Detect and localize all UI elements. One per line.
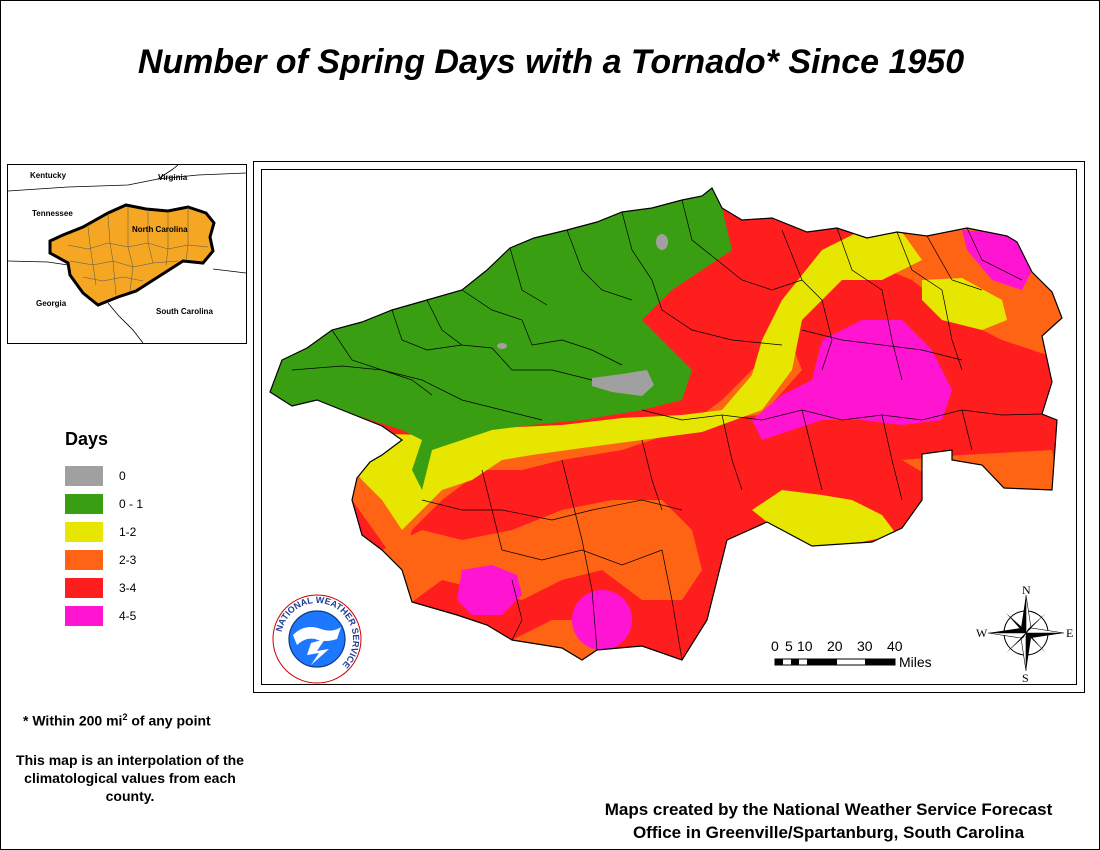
footnote-prefix: * Within 200 mi [23,712,123,729]
inset-state-border [107,302,144,343]
credit-line-1: Maps created by the National Weather Ser… [604,800,1053,819]
legend-item: 0 - 1 [65,492,143,516]
legend-label: 0 - 1 [119,497,144,511]
scale-unit: Miles [899,654,932,670]
band-1-2 [752,490,897,546]
legend-item: 0 [65,464,143,488]
tornado-days-map [269,187,1063,661]
legend-item: 3-4 [65,576,143,600]
credit-block: Maps created by the National Weather Ser… [561,798,1096,844]
legend-swatch [65,606,103,626]
compass-point [1006,613,1028,633]
scale-bar-graphic: 0 5 10 20 30 40 Miles [771,638,932,670]
band-1-2 [922,278,1007,330]
inset-label-north-carolina: North Carolina [132,225,188,234]
compass-n: N [1022,583,1031,597]
scale-segment [807,659,837,665]
compass-point [1006,633,1026,653]
inset-locator-map: Kentucky Virginia Tennessee North Caroli… [7,164,247,344]
scale-tick-5: 5 [785,638,793,654]
band-4-5 [457,565,522,615]
scale-bar: 0 5 10 20 30 40 Miles [771,637,951,680]
inset-state-border [8,172,246,192]
main-map-frame [253,161,1085,693]
compass-point [1026,633,1046,653]
inset-map-graphic [8,165,246,343]
scale-segment [791,659,799,665]
credit-line-2: Office in Greenville/Spartanburg, South … [632,823,1025,842]
legend-item: 4-5 [65,604,143,628]
scale-segment [865,659,895,665]
inset-label-virginia: Virginia [158,173,188,182]
compass-w: W [976,626,988,640]
interpolation-note: This map is an interpolation of the clim… [16,752,244,804]
nws-logo: NATIONAL WEATHER SERVICE [272,594,362,684]
main-map-canvas [261,169,1077,685]
inset-state-border [8,260,69,266]
compass-rose-icon: N S W E [976,583,1073,683]
scale-tick-40: 40 [887,638,903,654]
cloud-icon [293,627,341,645]
inset-label-tennessee: Tennessee [32,209,73,218]
footnote-superscript: 2 [122,712,128,722]
scale-tick-10: 10 [797,638,813,654]
footnote-suffix: of any point [127,712,211,729]
inset-nc-region [48,203,216,307]
region-outline [269,187,1063,661]
scale-tick-0: 0 [771,638,779,654]
legend-label: 2-3 [119,553,137,567]
inset-county-lines [67,207,209,296]
inset-label-georgia: Georgia [36,299,67,308]
inset-label-south-carolina: South Carolina [156,307,213,316]
band-0-1 [270,188,732,490]
band-2-3 [902,450,1062,500]
band-1-2 [322,230,922,530]
compass-point [1025,627,1065,634]
lightning-icon [307,639,329,665]
compass-s: S [1022,671,1029,683]
scale-tick-30: 30 [857,638,873,654]
legend: Days 0 0 - 1 1-2 2-3 3-4 4-5 [65,429,143,632]
map-title: Number of Spring Days with a Tornado* Si… [137,43,965,81]
county-boundaries [291,199,1043,660]
band-4-5 [962,230,1032,290]
legend-label: 3-4 [119,581,137,595]
scale-segment [775,659,783,665]
legend-swatch [65,522,103,542]
inset-state-border [212,268,246,274]
compass-point [987,632,1027,639]
legend-label: 0 [119,469,126,483]
band-0 [592,370,654,396]
inset-state-border [157,165,179,180]
legend-swatch [65,466,103,486]
compass-point [1026,613,1046,633]
inset-label-kentucky: Kentucky [30,171,67,180]
band-0 [497,343,507,349]
legend-label: 1-2 [119,525,137,539]
compass-e: E [1066,626,1073,640]
legend-swatch [65,550,103,570]
legend-title: Days [65,429,109,449]
legend-item: 2-3 [65,548,143,572]
legend-swatch [65,578,103,598]
legend-label: 4-5 [119,609,137,623]
footnote: * Within 200 mi2 of any point [23,712,211,729]
legend-item: 1-2 [65,520,143,544]
legend-swatch [65,494,103,514]
scale-tick-20: 20 [827,638,843,654]
band-0 [656,234,668,250]
band-4-5 [572,590,632,650]
